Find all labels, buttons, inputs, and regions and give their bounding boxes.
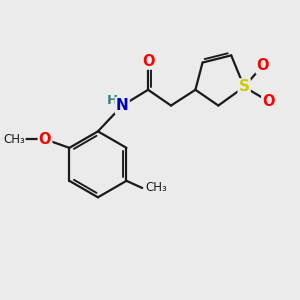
Text: N: N xyxy=(116,98,129,113)
Text: CH₃: CH₃ xyxy=(146,182,167,194)
Text: O: O xyxy=(262,94,275,109)
Text: H: H xyxy=(107,94,118,107)
Text: O: O xyxy=(142,54,154,69)
Text: O: O xyxy=(256,58,269,73)
Text: CH₃: CH₃ xyxy=(3,133,25,146)
Text: O: O xyxy=(39,132,51,147)
Text: S: S xyxy=(238,80,250,94)
